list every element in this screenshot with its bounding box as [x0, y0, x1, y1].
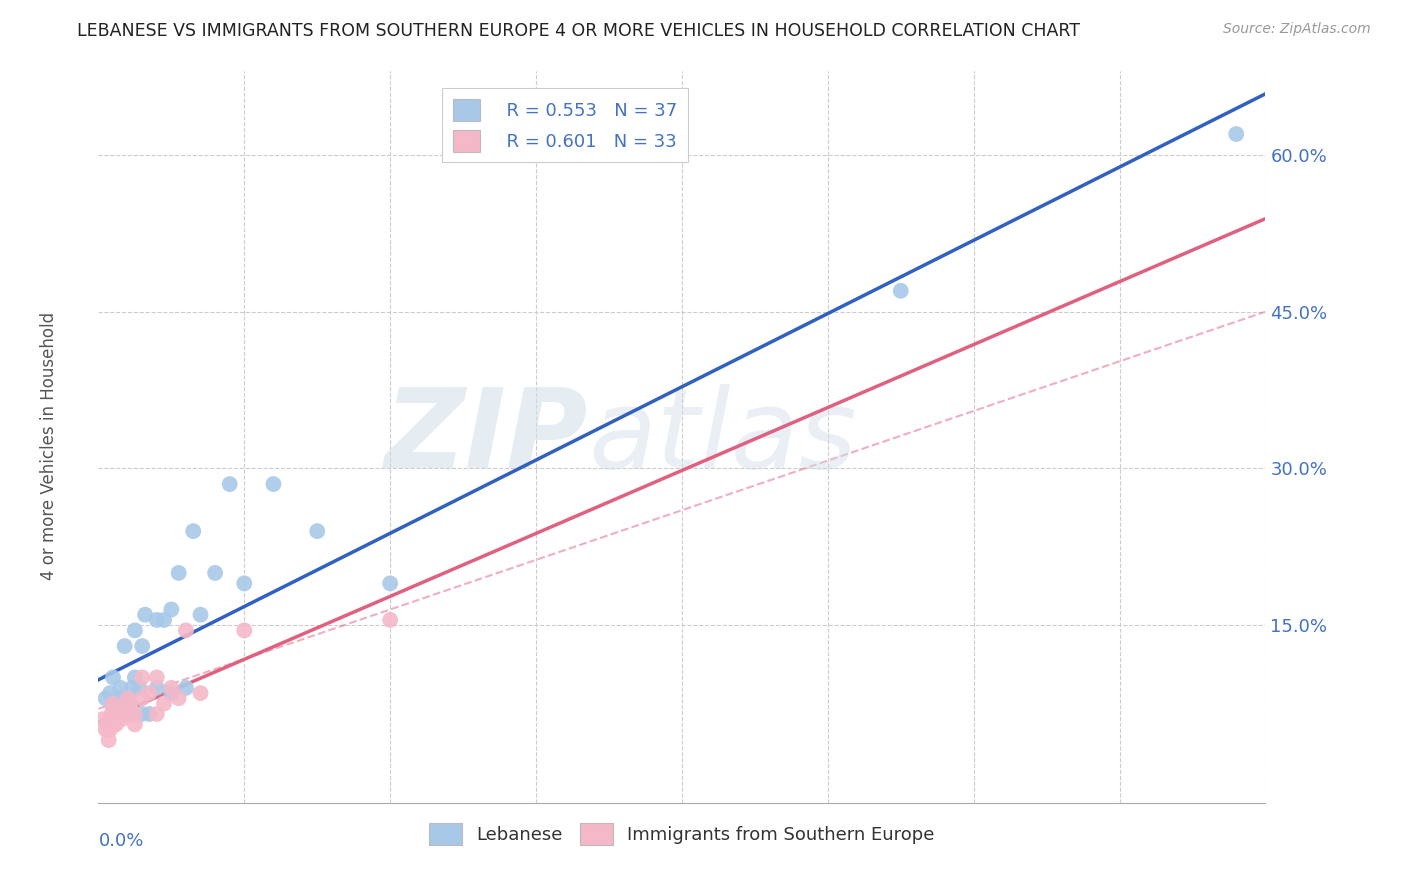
Point: [131, 706, 153, 721]
Point: [233, 576, 256, 591]
Point: [146, 706, 169, 721]
Point: [134, 607, 156, 622]
Point: [131, 639, 153, 653]
Point: [124, 624, 146, 638]
Point: [138, 686, 160, 700]
Point: [110, 706, 132, 721]
Point: [91, 712, 114, 726]
Point: [380, 576, 402, 591]
Point: [380, 613, 402, 627]
Point: [890, 284, 912, 298]
Point: [96, 717, 118, 731]
Point: [110, 702, 132, 716]
Point: [262, 477, 284, 491]
Point: [111, 691, 134, 706]
Point: [114, 706, 136, 721]
Point: [153, 613, 176, 627]
Point: [101, 717, 124, 731]
Point: [146, 670, 169, 684]
Point: [117, 702, 139, 716]
Point: [110, 681, 132, 695]
Point: [174, 624, 197, 638]
Point: [121, 681, 143, 695]
Text: 4 or more Vehicles in Household: 4 or more Vehicles in Household: [41, 312, 58, 580]
Point: [117, 691, 139, 706]
Text: 0.0%: 0.0%: [98, 832, 143, 850]
Point: [124, 706, 146, 721]
Point: [98, 686, 121, 700]
Point: [1225, 127, 1247, 141]
Text: Source: ZipAtlas.com: Source: ZipAtlas.com: [1223, 22, 1371, 37]
Point: [131, 691, 153, 706]
Point: [120, 697, 142, 711]
Point: [160, 681, 183, 695]
Point: [190, 686, 212, 700]
Point: [110, 702, 132, 716]
Point: [160, 602, 183, 616]
Point: [97, 733, 120, 747]
Point: [307, 524, 329, 538]
Point: [146, 613, 169, 627]
Legend: Lebanese, Immigrants from Southern Europe: Lebanese, Immigrants from Southern Europ…: [422, 816, 942, 852]
Point: [100, 706, 122, 721]
Point: [101, 670, 124, 684]
Point: [105, 691, 128, 706]
Point: [204, 566, 226, 580]
Point: [94, 691, 117, 706]
Point: [146, 681, 169, 695]
Text: LEBANESE VS IMMIGRANTS FROM SOUTHERN EUROPE 4 OR MORE VEHICLES IN HOUSEHOLD CORR: LEBANESE VS IMMIGRANTS FROM SOUTHERN EUR…: [77, 22, 1080, 40]
Point: [101, 702, 124, 716]
Point: [101, 697, 124, 711]
Point: [120, 697, 142, 711]
Point: [101, 697, 124, 711]
Point: [114, 639, 136, 653]
Point: [138, 706, 160, 721]
Point: [128, 681, 150, 695]
Point: [124, 670, 146, 684]
Point: [160, 686, 183, 700]
Point: [167, 691, 190, 706]
Point: [181, 524, 204, 538]
Point: [105, 712, 128, 726]
Point: [218, 477, 240, 491]
Point: [94, 723, 117, 737]
Point: [190, 607, 212, 622]
Point: [131, 670, 153, 684]
Point: [167, 566, 190, 580]
Point: [124, 717, 146, 731]
Point: [104, 717, 127, 731]
Point: [117, 702, 139, 716]
Point: [98, 712, 121, 726]
Point: [98, 723, 121, 737]
Point: [111, 712, 134, 726]
Point: [104, 697, 127, 711]
Text: atlas: atlas: [589, 384, 858, 491]
Point: [233, 624, 256, 638]
Text: ZIP: ZIP: [385, 384, 589, 491]
Point: [174, 681, 197, 695]
Point: [153, 697, 176, 711]
